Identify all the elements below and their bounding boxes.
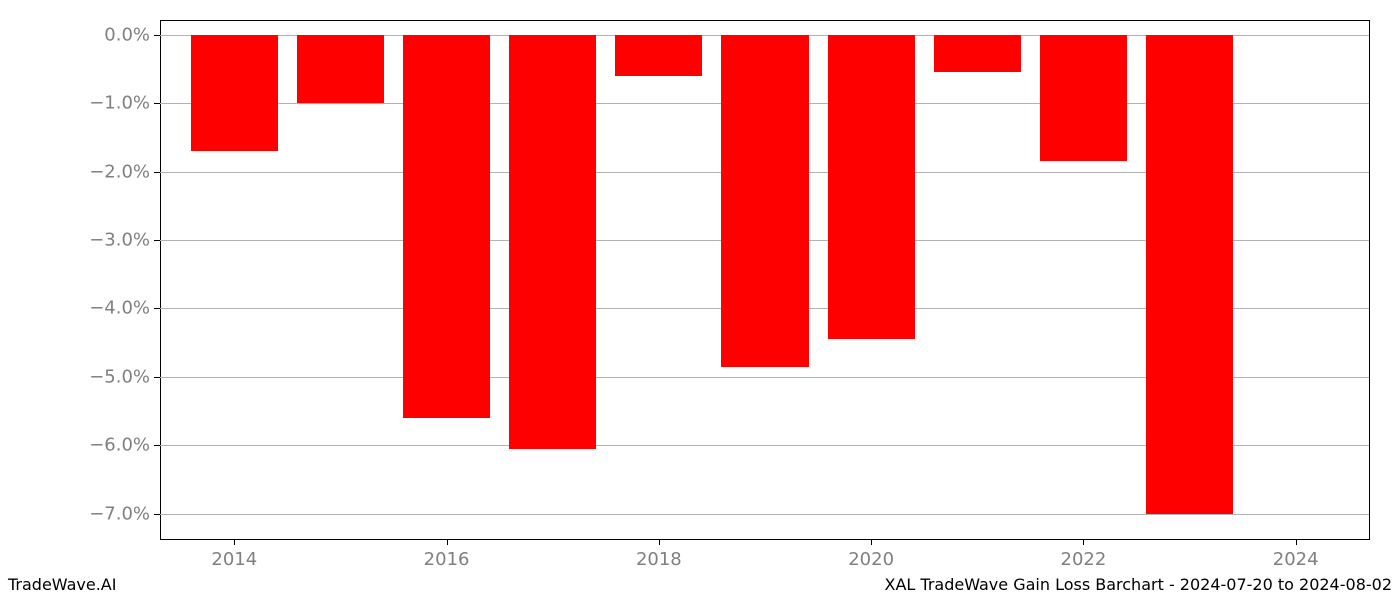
- y-tick-mark: [154, 172, 160, 173]
- bar: [615, 35, 702, 76]
- x-tick-label: 2024: [1273, 549, 1319, 570]
- x-tick-mark: [659, 539, 660, 545]
- y-tick-mark: [154, 514, 160, 515]
- bar: [934, 35, 1021, 73]
- y-tick-label: −7.0%: [89, 503, 150, 524]
- bar: [509, 35, 596, 449]
- x-tick-mark: [1083, 539, 1084, 545]
- footer-right-caption: XAL TradeWave Gain Loss Barchart - 2024-…: [884, 575, 1392, 594]
- x-tick-label: 2016: [424, 549, 470, 570]
- y-axis-line: [160, 21, 161, 539]
- bar: [828, 35, 915, 339]
- bar: [1040, 35, 1127, 162]
- x-tick-mark: [1296, 539, 1297, 545]
- plot-area: 0.0%−1.0%−2.0%−3.0%−4.0%−5.0%−6.0%−7.0%2…: [160, 20, 1370, 540]
- y-tick-label: −5.0%: [89, 366, 150, 387]
- x-tick-label: 2020: [848, 549, 894, 570]
- bar: [297, 35, 384, 103]
- footer-left-brand: TradeWave.AI: [8, 575, 116, 594]
- x-tick-label: 2018: [636, 549, 682, 570]
- bar: [1146, 35, 1233, 514]
- y-tick-mark: [154, 103, 160, 104]
- x-tick-label: 2022: [1061, 549, 1107, 570]
- y-tick-label: −3.0%: [89, 229, 150, 250]
- x-tick-mark: [447, 539, 448, 545]
- y-tick-mark: [154, 445, 160, 446]
- y-tick-mark: [154, 377, 160, 378]
- y-tick-mark: [154, 308, 160, 309]
- chart-container: 0.0% −1.0% −2.0% −3.0% −4.0% −5.0% −6.0% −7.0% 2…: [0, 0, 1400, 600]
- y-tick-mark: [154, 240, 160, 241]
- y-tick-label: 0.0%: [104, 24, 150, 45]
- y-tick-label: −4.0%: [89, 298, 150, 319]
- bar: [403, 35, 490, 418]
- x-tick-label: 2014: [211, 549, 257, 570]
- bar: [191, 35, 278, 151]
- y-tick-label: −1.0%: [89, 93, 150, 114]
- y-tick-mark: [154, 35, 160, 36]
- x-tick-mark: [871, 539, 872, 545]
- y-gridline: [160, 514, 1369, 515]
- bar: [721, 35, 808, 367]
- x-tick-mark: [234, 539, 235, 545]
- y-tick-label: −6.0%: [89, 435, 150, 456]
- y-tick-label: −2.0%: [89, 161, 150, 182]
